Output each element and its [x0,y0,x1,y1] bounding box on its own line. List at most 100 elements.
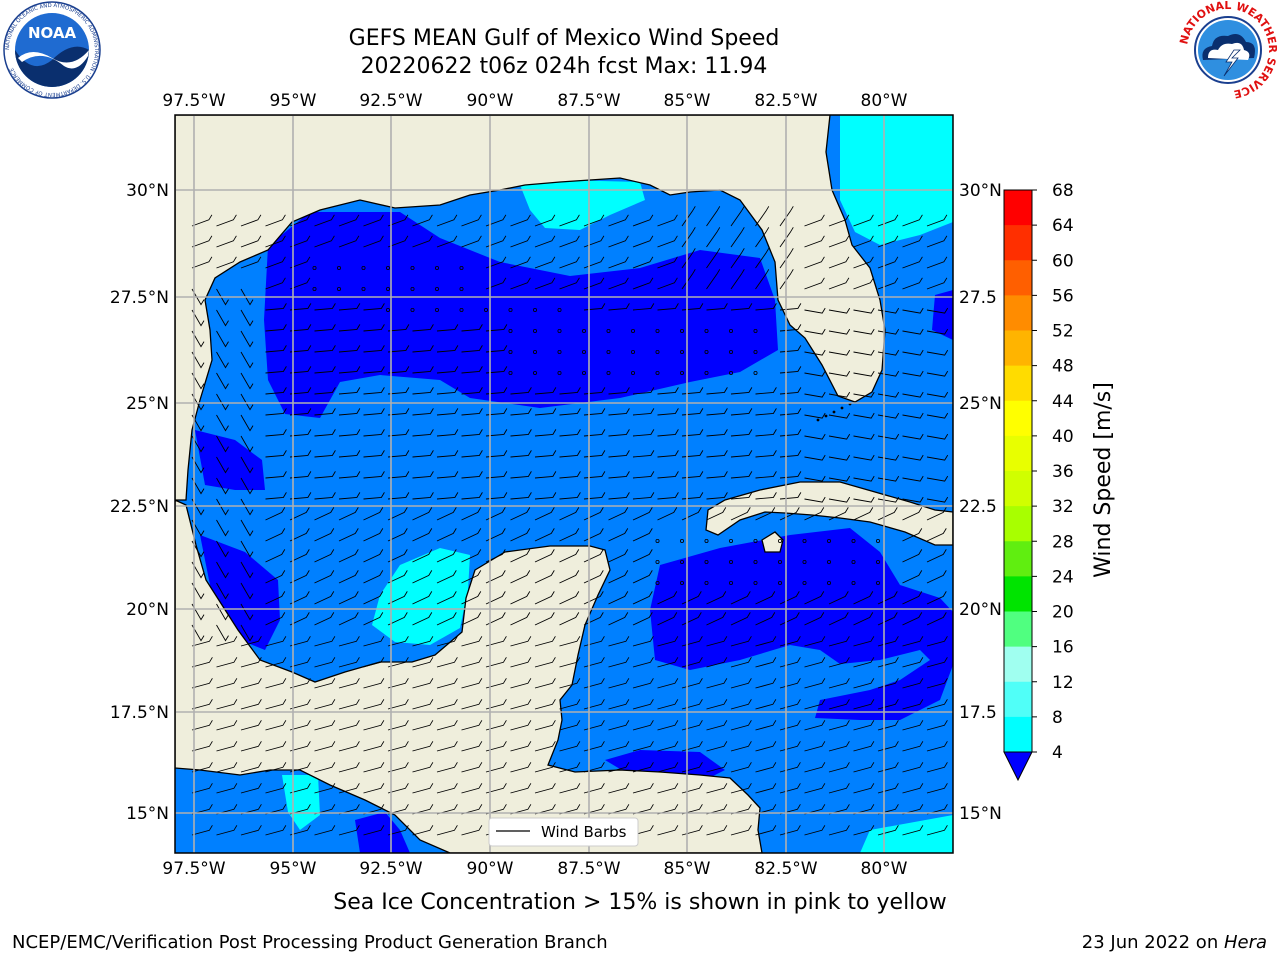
calm-wind-marker [655,539,660,544]
wind-barb [265,549,286,563]
wind-barb [534,528,555,542]
wind-barb [632,678,654,689]
wind-barb [926,256,948,269]
colorbar-tick-label: 56 [1052,286,1074,306]
wind-barb [363,387,385,395]
wind-barb [412,549,433,563]
wind-barb [706,450,728,458]
wind-barb [191,741,213,752]
wind-barb [730,408,753,416]
colorbar-tick-label: 16 [1052,638,1074,658]
wind-barb [363,741,385,752]
colorbar-tick-label: 68 [1052,181,1074,201]
wind-barb [265,678,287,689]
wind-barb [314,720,336,731]
wind-barb [216,309,229,327]
wind-barb [730,720,752,731]
wind-barb [828,657,850,668]
calm-wind-marker [802,581,807,586]
wind-barb [240,235,262,248]
wind-barb [436,612,457,626]
calm-wind-marker [827,581,832,586]
calm-wind-marker [680,349,685,354]
wind-barb [387,492,410,500]
wind-barb [632,825,654,836]
wind-barb [485,450,508,458]
wind-barb [559,408,581,416]
wind-barb [338,636,360,647]
wind-barb [755,636,777,647]
wind-barb [461,549,482,563]
wind-barb [706,591,727,605]
wind-barb [534,741,556,752]
lat-label: 20°N [126,600,169,620]
wind-barb [387,528,408,542]
wind-barb [632,387,655,395]
wind-barb [657,741,679,752]
wind-barb [289,450,312,458]
wind-barb [265,741,287,752]
wind-barb [338,570,359,584]
wind-barb [363,235,384,248]
wind-barb [289,408,312,416]
wind-barb [436,471,459,479]
calm-wind-marker [606,370,611,375]
calm-wind-marker [851,581,856,586]
wind-barb [191,393,205,411]
wind-barb [510,235,531,248]
wind-barb [216,498,229,516]
colorbar-swatch [1004,506,1032,542]
wind-barb [363,507,384,521]
wind-barb [240,393,254,411]
wind-barb [902,370,924,377]
wind-barb [730,699,752,710]
calm-wind-marker [631,370,636,375]
wind-barb [461,507,482,521]
calm-wind-marker [704,560,709,565]
wind-barb [853,699,875,710]
wind-barb [902,412,924,419]
wind-barb [363,570,384,584]
wind-barb [485,492,508,500]
calm-wind-marker [655,560,660,565]
wind-barb [632,570,653,584]
wind-barb [755,387,777,395]
wind-barb [681,206,696,227]
wind-barb [632,783,654,794]
calm-wind-marker [827,560,832,565]
wind-barb [632,256,654,269]
lat-label: 25°N [126,394,169,414]
calm-wind-marker [508,370,513,375]
wind-barb [657,429,679,437]
wind-barb [289,507,310,521]
map-title-line2: 20220622 t06z 024h fcst Max: 11.94 [360,54,768,79]
wind-barb [485,387,508,395]
wind-barb [387,429,410,437]
wind-barb [902,612,923,626]
calm-wind-marker [753,328,758,333]
colorbar-swatch [1004,435,1032,472]
wind-barb [363,324,385,332]
calm-wind-marker [459,265,464,270]
wind-barb [265,825,287,836]
wind-barb [216,582,229,600]
wind-barb [265,783,287,794]
lat-labels-right: 30°N 27.5 25°N 22.5 20°N 17.5 15°N [959,181,1002,824]
lon-labels-bottom: 97.5°W 95°W 92.5°W 90°W 87.5°W 85°W 82.5… [162,859,907,879]
high-wind-pacific-coast [282,775,320,830]
wind-barb [485,570,506,584]
wind-barb [240,624,254,642]
wind-barb [828,454,851,461]
wind-barb [289,612,310,626]
wind-barb [902,636,924,647]
colorbar-tick-label: 40 [1052,427,1074,447]
wind-barb [314,507,335,521]
wind-barb [191,414,205,432]
wind-barb [363,408,385,416]
wind-barb [412,366,434,374]
wind-barb [608,429,630,437]
wind-barb [387,450,410,458]
wind-barb [387,657,409,668]
calm-wind-marker [582,370,587,375]
wind-barb [853,591,874,605]
